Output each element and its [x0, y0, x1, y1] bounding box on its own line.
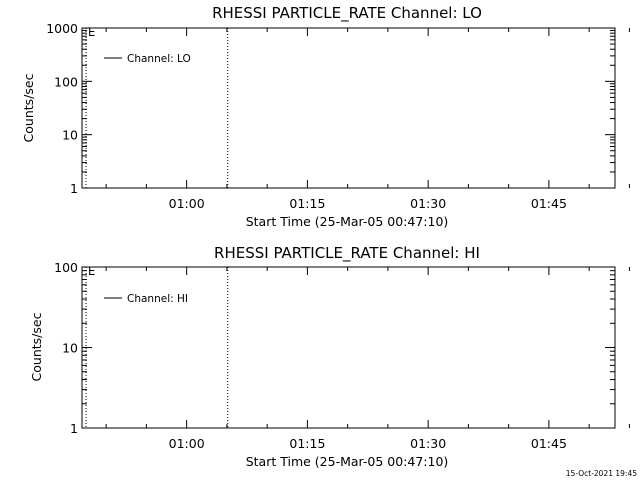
chart-title: RHESSI PARTICLE_RATE Channel: HI — [214, 244, 480, 263]
y-ticks: 1 10 100 1000 — [46, 21, 615, 196]
legend-label: Channel: LO — [127, 53, 191, 65]
y-ticks: 1 10 100 — [54, 260, 615, 436]
x-axis-label: Start Time (25-Mar-05 00:47:10) — [246, 214, 449, 229]
chart-panel-lo: RHESSI PARTICLE_RATE Channel: LO Start T… — [21, 4, 630, 229]
x-tick-label: 01:45 — [531, 196, 567, 211]
y-tick-label: 1 — [70, 181, 78, 196]
y-tick-label: 1 — [70, 421, 78, 436]
x-tick-label: 01:30 — [410, 196, 446, 211]
timestamp-footer: 15-Oct-2021 19:45 — [566, 469, 637, 478]
legend: Channel: HI — [104, 293, 188, 305]
y-tick-label: 100 — [54, 260, 78, 275]
x-tick-label: 01:00 — [169, 436, 205, 451]
y-axis-label: Counts/sec — [29, 312, 44, 381]
x-axis-label: Start Time (25-Mar-05 00:47:10) — [246, 454, 449, 469]
x-tick-label: 01:00 — [169, 196, 205, 211]
y-tick-label: 1000 — [46, 21, 78, 36]
y-tick-label: 10 — [62, 341, 78, 356]
x-tick-label: 01:30 — [410, 436, 446, 451]
x-tick-label: 01:45 — [531, 436, 567, 451]
y-axis-label: Counts/sec — [21, 73, 36, 142]
event-marker-label: E — [88, 25, 95, 39]
chart-panel-hi: RHESSI PARTICLE_RATE Channel: HI Start T… — [29, 244, 630, 469]
legend: Channel: LO — [104, 53, 191, 65]
y-tick-label: 10 — [62, 128, 78, 143]
y-tick-label: 100 — [54, 74, 78, 89]
x-tick-label: 01:15 — [289, 436, 325, 451]
plot-frame — [81, 27, 616, 189]
event-marker-label: E — [88, 264, 95, 278]
x-tick-label: 01:15 — [289, 196, 325, 211]
plot-frame — [81, 266, 616, 429]
event-markers: EES — [85, 264, 229, 428]
event-markers: EES — [85, 25, 229, 188]
legend-label: Channel: HI — [127, 293, 188, 305]
chart-title: RHESSI PARTICLE_RATE Channel: LO — [212, 4, 482, 23]
